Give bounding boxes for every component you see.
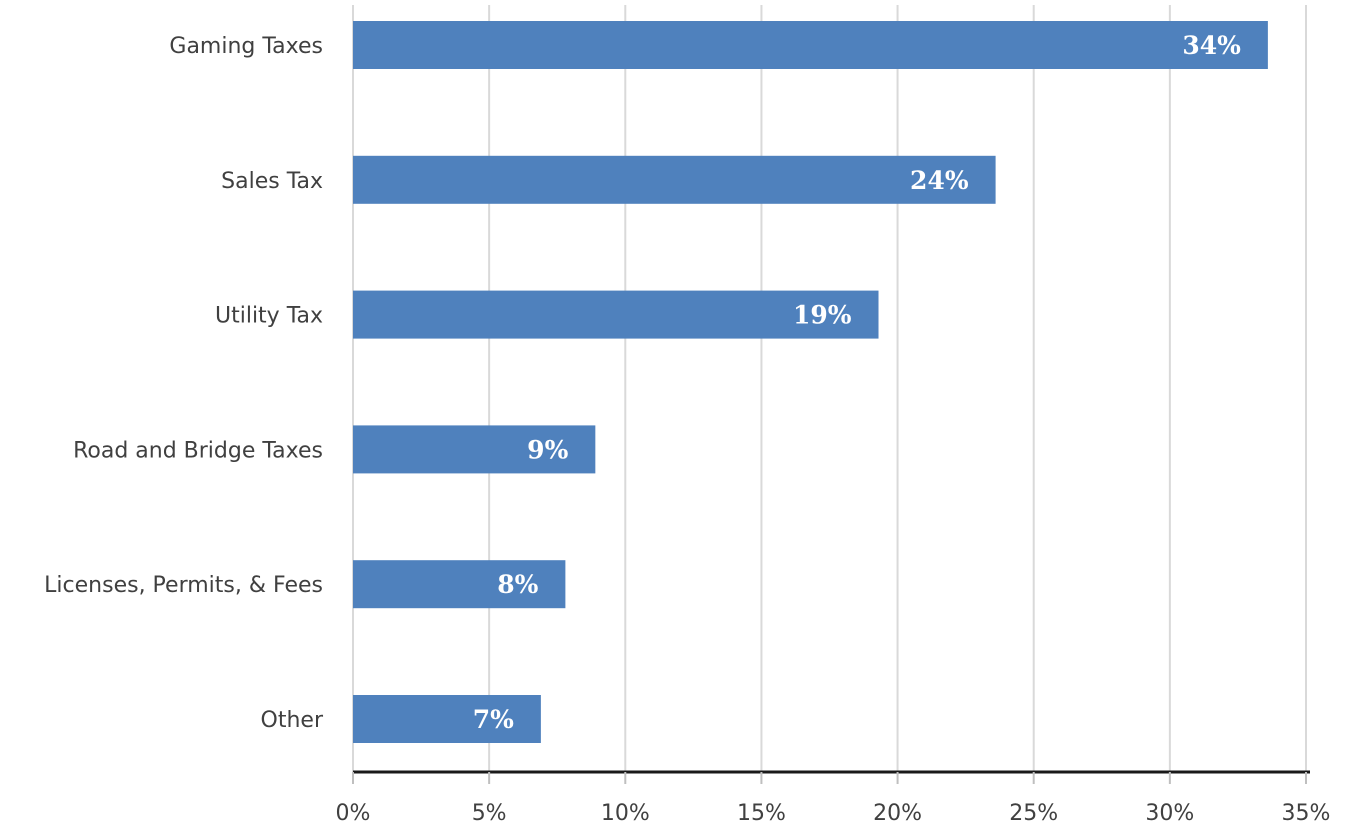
x-tick-label-5: 25% — [1009, 801, 1058, 826]
data-label-0: 34% — [1182, 31, 1241, 60]
category-label-3: Road and Bridge Taxes — [73, 438, 323, 463]
x-axis — [352, 770, 1310, 784]
bar-2 — [353, 290, 879, 339]
category-label-1: Sales Tax — [221, 169, 323, 194]
x-tick-labels: 0% 5% 10% 15% 20% 25% 30% 35% — [336, 801, 1331, 826]
x-tick-label-0: 0% — [336, 801, 371, 826]
x-tick-label-6: 30% — [1145, 801, 1194, 826]
bar-5 — [353, 695, 541, 743]
bars: 34% 24% 19% 9% 8% 7% — [353, 21, 1268, 743]
category-label-0: Gaming Taxes — [169, 34, 323, 59]
x-tick-label-1: 5% — [472, 801, 507, 826]
gridlines — [352, 5, 1307, 772]
bar-3 — [353, 425, 596, 474]
x-tick-label-7: 35% — [1282, 801, 1331, 826]
data-label-4: 8% — [497, 570, 538, 599]
bar-4 — [353, 560, 566, 609]
data-label-1: 24% — [910, 166, 969, 195]
bar-1 — [353, 155, 996, 204]
data-label-3: 9% — [527, 435, 568, 464]
category-label-4: Licenses, Permits, & Fees — [44, 573, 323, 598]
category-label-2: Utility Tax — [215, 304, 323, 329]
category-labels: Gaming Taxes Sales Tax Utility Tax Road and… — [44, 34, 324, 733]
data-label-2: 19% — [793, 301, 852, 330]
bar-0 — [353, 21, 1268, 69]
x-tick-label-4: 20% — [873, 801, 922, 826]
category-label-5: Other — [261, 708, 324, 733]
data-label-5: 7% — [473, 705, 514, 734]
x-tick-label-2: 10% — [601, 801, 650, 826]
x-tick-label-3: 15% — [737, 801, 786, 826]
